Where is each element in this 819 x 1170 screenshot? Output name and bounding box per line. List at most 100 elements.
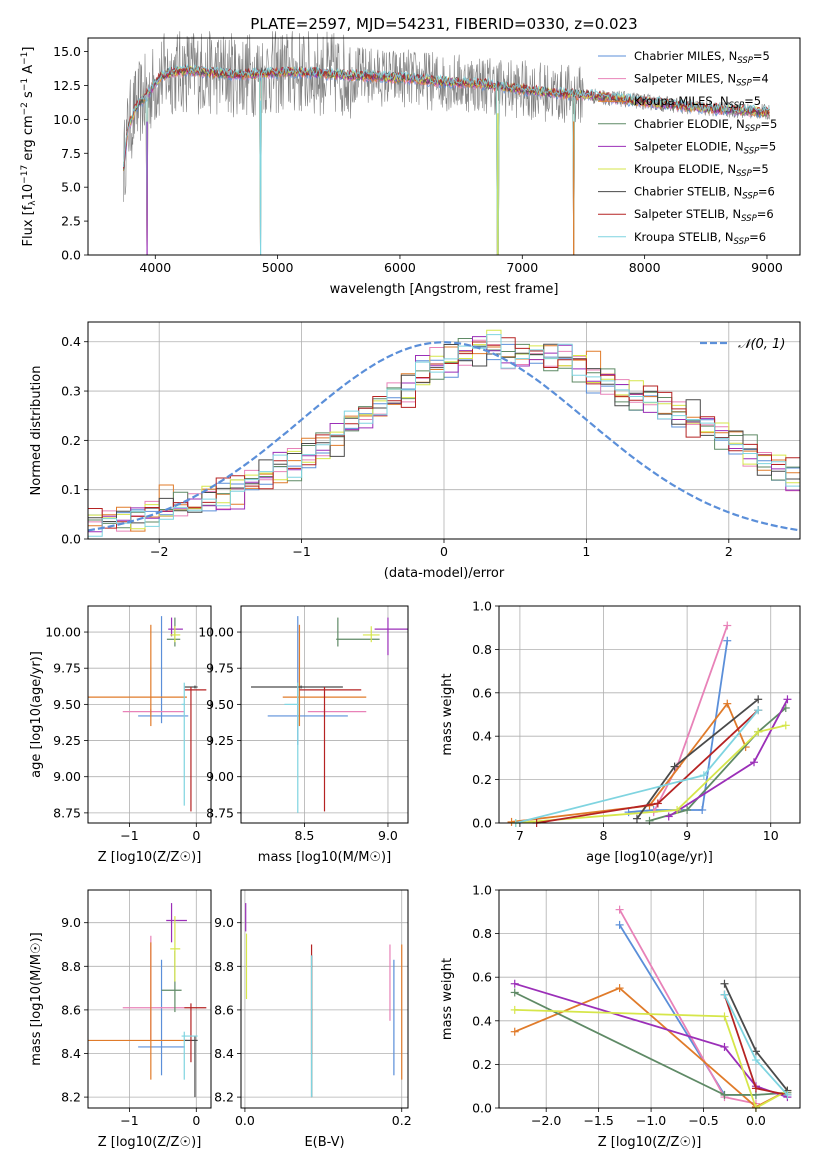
y-tick-label: 0.6 [472, 685, 492, 700]
y-axis-label: Normed distribution [29, 366, 44, 496]
y-tick-label: 0.1 [61, 482, 81, 497]
x-tick-label: −1 [120, 1113, 138, 1128]
x-tick-label: 0 [192, 1113, 200, 1128]
y-tick-label: 9.0 [214, 915, 234, 930]
weight-series-line-0 [618, 924, 756, 1096]
x-tick-label: −2 [150, 544, 168, 559]
weight-series-line-5 [515, 724, 787, 824]
y-tick-label: 8.6 [61, 1002, 81, 1017]
panel-mass-vs-metallicity: −1 0 8.2 8.4 8.6 8.8 9.0 Z [log10(Z/Z☉)] mass [l… [29, 889, 212, 1150]
x-tick-label: 0.2 [392, 1113, 412, 1128]
x-tick-label: −1.5 [583, 1113, 613, 1128]
y-tick-label: 0.4 [61, 334, 81, 349]
x-tick-label: 8.5 [295, 828, 315, 843]
panel-age-vs-metallicity: −1 0 8.75 9.00 9.25 9.50 9.75 10.00 Z [log10(Z/Z… [29, 605, 212, 865]
y-tick-label: 9.0 [61, 915, 81, 930]
x-axis-label: Z [log10(Z/Z☉)] [98, 1135, 202, 1150]
x-axis-label: E(B-V) [304, 1135, 344, 1150]
legend-entry: 𝒩(0, 1) [738, 337, 785, 352]
legend-entry: Chabrier MILES, NSSP=5 [634, 49, 770, 66]
y-tick-label: 8.6 [214, 1002, 234, 1017]
y-tick-label: 0.0 [472, 816, 492, 831]
x-axis-label: mass [log10(M/M☉)] [258, 850, 391, 865]
x-tick-label: 9000 [751, 260, 783, 275]
legend-entry: Kroupa MILES, NSSP=5 [634, 94, 761, 111]
y-tick-label: 1.0 [472, 883, 492, 898]
x-tick-label: 9.0 [378, 828, 398, 843]
x-tick-label: −1 [292, 544, 310, 559]
weight-series-line-3 [649, 707, 787, 822]
y-tick-label: 12.5 [53, 78, 81, 93]
y-tick-label: 7.5 [61, 146, 81, 161]
x-axis-label: wavelength [Angstrom, rest frame] [330, 282, 559, 297]
x-tick-label: −0.5 [688, 1113, 718, 1128]
y-tick-label: 9.00 [53, 769, 81, 784]
y-tick-label: 9.00 [206, 769, 234, 784]
chart-title: PLATE=2597, MJD=54231, FIBERID=0330, z=0… [250, 15, 637, 33]
y-tick-label: 9.25 [206, 733, 234, 748]
y-axis-label: Flux [fλ10−17 erg cm−2 s−1 A−1] [20, 47, 38, 247]
y-tick-label: 8.8 [214, 959, 234, 974]
x-tick-label: 5000 [262, 260, 294, 275]
y-tick-label: 8.4 [214, 1046, 234, 1061]
legend-entry: Chabrier STELIB, NSSP=6 [634, 185, 775, 202]
y-tick-label: 15.0 [53, 44, 81, 59]
axes-frame [240, 889, 409, 1109]
y-tick-label: 8.8 [61, 959, 81, 974]
x-tick-label: 10 [763, 828, 779, 843]
weight-series-line-5 [514, 1009, 788, 1110]
legend-entry: Salpeter ELODIE, NSSP=5 [634, 139, 776, 156]
y-tick-label: 1.0 [472, 599, 492, 614]
panel-age-vs-mass: 8.5 9.0 8.75 9.00 9.25 9.50 9.75 10.00 mass [log… [198, 605, 409, 865]
panel-mass-weight-vs-metallicity: −2.0 −1.5 −1.0 −0.5 0.0 0.0 0.2 0.4 0.6 0.8 1.0 Z [… [440, 883, 801, 1150]
legend-entry: Kroupa STELIB, NSSP=6 [634, 230, 766, 247]
histogram-step-8 [88, 334, 800, 537]
y-axis-label: mass weight [440, 673, 455, 755]
y-axis-label: age [log10(age/yr)] [29, 651, 44, 778]
y-tick-label: 0.8 [472, 642, 492, 657]
y-tick-label: 10.0 [53, 112, 81, 127]
y-tick-label: 0.0 [472, 1101, 492, 1116]
model-spectrum-line-5 [123, 66, 770, 256]
y-tick-label: 0.2 [472, 1057, 492, 1072]
panel-mass-vs-extinction: 0.0 0.2 8.2 8.4 8.6 8.8 9.0 E(B-V) [214, 889, 412, 1150]
axes-frame [498, 605, 801, 824]
histogram-step-6 [88, 343, 800, 524]
y-tick-label: 0.4 [472, 1013, 492, 1028]
legend-entry: Salpeter MILES, NSSP=4 [634, 72, 769, 89]
x-tick-label: 7000 [506, 260, 538, 275]
y-tick-label: 0.8 [472, 926, 492, 941]
y-axis-label: mass weight [440, 958, 455, 1040]
weight-series-line-2 [511, 701, 747, 823]
x-tick-label: 8 [600, 828, 608, 843]
y-tick-label: 8.4 [61, 1046, 81, 1061]
axes-frame [498, 889, 801, 1109]
x-tick-label: 6000 [384, 260, 416, 275]
y-tick-label: 8.2 [61, 1090, 81, 1105]
x-axis-label: Z [log10(Z/Z☉)] [98, 850, 202, 865]
panel-spectrum: Chabrier MILES, NSSP=5 Salpeter MILES, NS… [20, 15, 801, 297]
normal-pdf-curve [87, 341, 801, 532]
y-tick-label: 0.0 [61, 532, 81, 547]
x-tick-label: 7 [516, 828, 524, 843]
panel-mass-weight-vs-age: 7 8 9 10 0.0 0.2 0.4 0.6 0.8 1.0 age [log10(age/yr… [440, 599, 801, 865]
y-tick-label: 10.00 [45, 625, 81, 640]
panel-residual-histogram: 𝒩(0, 1) −2 −1 0 1 2 0.0 0.1 0.2 0.3 0.4 (data-model… [29, 321, 801, 581]
y-tick-label: 0.2 [472, 772, 492, 787]
observed-spectrum-line [123, 31, 770, 202]
legend-entry: Chabrier ELODIE, NSSP=5 [634, 117, 777, 134]
x-tick-label: 8000 [629, 260, 661, 275]
y-tick-label: 0.2 [61, 433, 81, 448]
y-tick-label: 0.4 [472, 729, 492, 744]
x-tick-label: −2.0 [531, 1113, 561, 1128]
axes-frame [87, 37, 801, 256]
axes-frame [87, 889, 212, 1109]
x-tick-label: 0.0 [235, 1113, 255, 1128]
y-tick-label: 0.6 [472, 970, 492, 985]
y-axis-label: mass [log10(M/M☉)] [29, 932, 44, 1065]
x-tick-label: 0 [440, 544, 448, 559]
y-tick-label: 9.75 [206, 661, 234, 676]
x-tick-label: 0.0 [746, 1113, 766, 1128]
y-tick-label: 8.75 [206, 805, 234, 820]
x-tick-label: −1 [120, 828, 138, 843]
